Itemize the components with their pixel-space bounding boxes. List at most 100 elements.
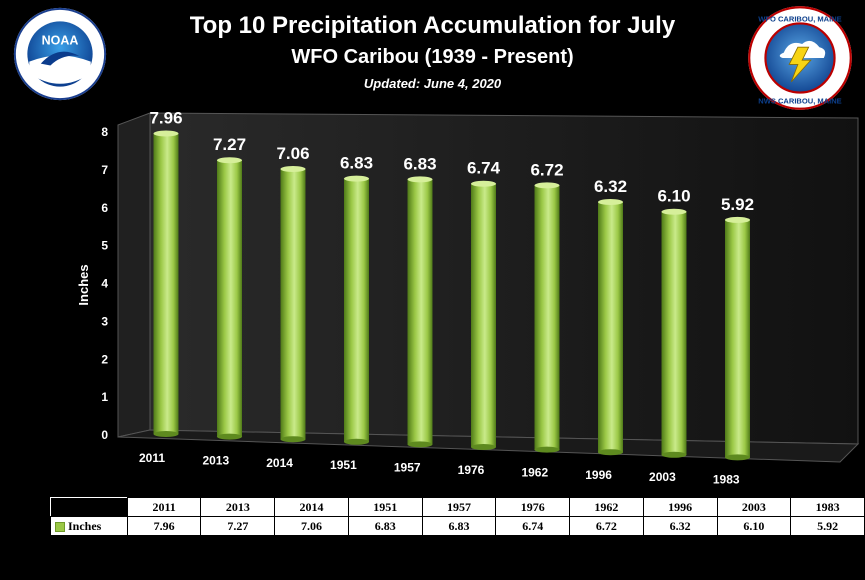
bar-body (153, 133, 179, 434)
x-tick-label: 1962 (521, 465, 548, 479)
bar-base (661, 451, 687, 458)
table-header-cell: 2011 (126, 497, 202, 517)
table-value-cell: 6.74 (495, 516, 571, 536)
data-label: 6.72 (530, 160, 563, 179)
noaa-logo-text: NOAA (42, 33, 79, 47)
bar-top (725, 216, 750, 223)
bar-body (471, 183, 496, 447)
x-tick-label: 1996 (585, 468, 612, 482)
table-value-cell: 6.10 (716, 516, 792, 536)
x-tick-label: 2014 (266, 456, 293, 470)
bar-body (661, 211, 687, 455)
data-label: 6.74 (467, 159, 501, 178)
y-tick-label: 2 (101, 352, 108, 366)
x-tick-label: 1976 (458, 463, 485, 477)
x-tick-label: 1951 (330, 458, 357, 472)
x-tick-label: 2011 (139, 451, 165, 465)
y-tick-label: 0 (101, 428, 108, 442)
bar-1951 (344, 175, 369, 445)
y-tick-label: 4 (101, 277, 108, 291)
table-header-cell: 1996 (642, 497, 718, 517)
bar-body (217, 160, 242, 437)
bar-top (280, 165, 306, 172)
bar-base (344, 438, 369, 445)
bar-body (725, 219, 750, 458)
table-value-cell: 5.92 (790, 516, 865, 536)
bar-1996 (598, 199, 623, 456)
table-value-cell: 7.96 (126, 516, 202, 536)
chart-subtitle: WFO Caribou (1939 - Present) (291, 46, 574, 68)
table-header-cell: 1962 (569, 497, 644, 517)
x-tick-label: 2003 (649, 470, 676, 484)
bar-chart: Inches 0 1 2 3 4 5 6 7 8 7.96 7.27 7.06 6.83 6.83 6.7… (76, 109, 860, 487)
bar-base (471, 444, 496, 450)
bar-2003 (661, 208, 687, 458)
bar-top (598, 199, 623, 206)
table-value-cell: 6.83 (347, 516, 423, 536)
table-header-cell: 1951 (347, 497, 423, 517)
bar-body (407, 179, 433, 445)
y-tick-label: 6 (101, 201, 108, 215)
bar-base (407, 441, 433, 448)
bar-body (280, 168, 306, 440)
table-value-cell: 6.83 (421, 516, 497, 536)
bar-2013 (217, 157, 242, 440)
bar-top (344, 175, 369, 182)
data-label: 6.32 (594, 177, 627, 196)
table-value-cell: 7.06 (274, 516, 349, 536)
nws-logo-top-text: WFO CARIBOU, MAINE (758, 14, 841, 23)
data-label: 6.83 (340, 154, 373, 173)
bar-base (725, 454, 750, 461)
nws-logo: WFO CARIBOU, MAINE NWS CARIBOU, MAINE (748, 6, 852, 110)
y-tick-label: 8 (101, 125, 108, 139)
data-label: 5.92 (721, 195, 754, 214)
data-label: 6.83 (403, 154, 436, 173)
data-table: 2011 2013 2014 1951 1957 1976 1962 1996 2003 1983… (50, 497, 865, 536)
table-header-cell: 1983 (790, 497, 865, 517)
bar-top (407, 176, 433, 183)
bar-base (598, 449, 623, 456)
table-header-cell: 1976 (495, 497, 571, 517)
bar-base (153, 431, 179, 437)
bar-base (280, 436, 306, 443)
legend-swatch (55, 521, 65, 532)
bar-2011 (153, 130, 179, 437)
y-tick-label: 1 (101, 390, 108, 404)
bar-base (217, 433, 242, 440)
bar-top (153, 130, 179, 137)
bar-2014 (280, 165, 306, 443)
bar-top (471, 180, 496, 187)
y-tick-label: 7 (101, 163, 108, 177)
noaa-logo: NOAA (13, 7, 107, 101)
table-series-label: Inches (50, 516, 128, 536)
data-label: 7.06 (276, 144, 309, 163)
table-value-cell: 6.72 (569, 516, 644, 536)
back-wall (149, 112, 859, 445)
bar-1957 (407, 176, 433, 448)
nws-logo-bottom-text: NWS CARIBOU, MAINE (758, 96, 841, 105)
x-tick-label: 2013 (202, 453, 229, 467)
chart-title: Top 10 Precipitation Accumulation for Ju… (189, 12, 676, 39)
bar-1962 (534, 182, 560, 453)
bar-body (598, 202, 623, 453)
table-header-cell: 2003 (716, 497, 792, 517)
side-wall (117, 112, 151, 438)
table-header-cell: 2013 (200, 497, 276, 517)
table-header-cell: 2014 (274, 497, 349, 517)
table-header-row: 2011 2013 2014 1951 1957 1976 1962 1996 2003 1983 (50, 497, 865, 517)
bar-body (344, 178, 369, 442)
x-tick-label: 1983 (713, 473, 740, 487)
updated-date: Updated: June 4, 2020 (363, 76, 502, 91)
legend-label: Inches (68, 518, 102, 533)
bar-base (534, 446, 560, 453)
bar-1983 (725, 216, 750, 461)
table-header-cell: 1957 (421, 497, 497, 517)
bar-top (534, 182, 560, 189)
bar-1976 (471, 180, 496, 450)
bar-body (534, 185, 560, 450)
table-value-cell: 7.27 (200, 516, 276, 536)
data-label: 7.27 (213, 135, 246, 154)
table-value-cell: 6.32 (642, 516, 718, 536)
bar-top (661, 208, 687, 215)
y-axis-title: Inches (76, 264, 91, 305)
